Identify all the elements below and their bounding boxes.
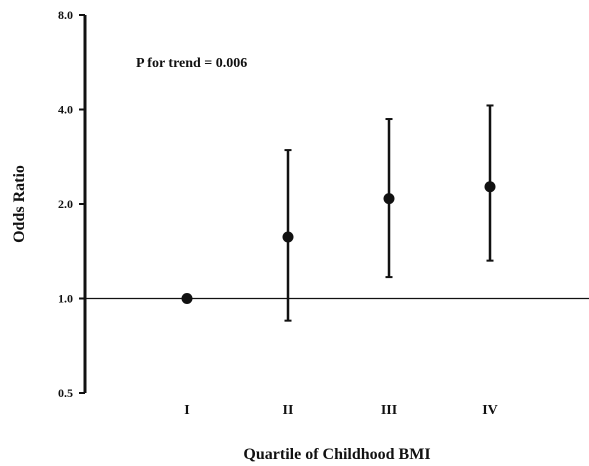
x-category-label: IV <box>482 403 498 418</box>
y-tick-label: 4.0 <box>58 103 73 117</box>
x-axis-title: Quartile of Childhood BMI <box>243 446 430 463</box>
error-bars <box>284 104 494 322</box>
axes <box>83 15 589 393</box>
y-axis-title: Odds Ratio <box>11 165 28 243</box>
x-category-label: I <box>184 403 189 418</box>
data-point <box>484 181 496 193</box>
y-tick-label: 8.0 <box>58 8 73 22</box>
data-point <box>181 293 193 304</box>
x-category-label: III <box>381 403 397 418</box>
data-point <box>282 231 294 243</box>
x-ticks: I II III IV <box>184 403 498 418</box>
y-tick-label: 2.0 <box>58 197 73 211</box>
y-ticks: 8.0 4.0 2.0 1.0 0.5 <box>58 8 85 400</box>
x-category-label: II <box>283 403 294 418</box>
annotation-p-trend: P for trend = 0.006 <box>136 56 247 71</box>
y-tick-label: 1.0 <box>58 292 73 306</box>
data-point <box>383 193 395 205</box>
data-points <box>181 181 496 304</box>
y-tick-label: 0.5 <box>58 386 73 400</box>
